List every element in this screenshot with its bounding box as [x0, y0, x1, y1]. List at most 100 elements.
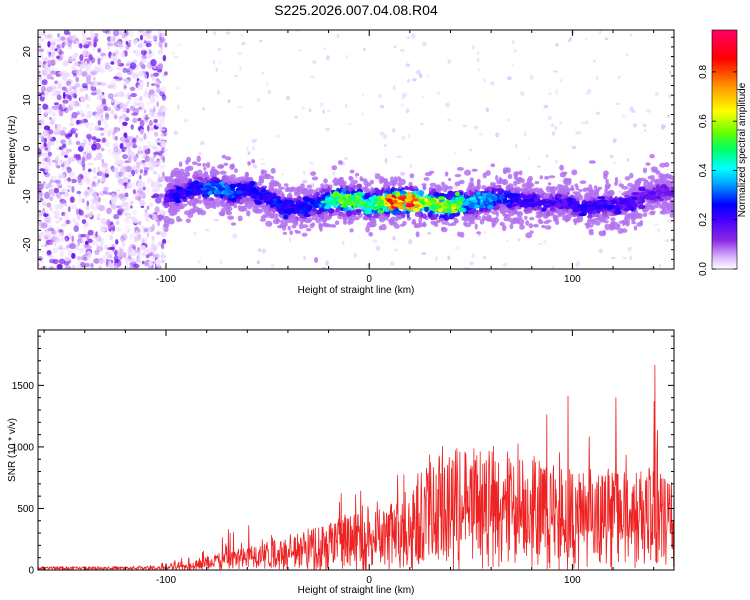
noise-blob — [139, 128, 144, 135]
noise-blob — [58, 244, 63, 250]
ridge-blob — [201, 173, 208, 178]
noise-blob — [77, 213, 81, 221]
noise-speckle — [669, 70, 672, 74]
ridge-blob — [642, 212, 648, 217]
noise-blob — [114, 51, 119, 57]
noise-blob — [140, 64, 146, 70]
ridge-core-blob — [412, 207, 420, 213]
noise-blob — [144, 209, 148, 213]
noise-blob — [56, 263, 63, 269]
ridge-blob — [338, 176, 343, 183]
ridge-core-blob — [458, 196, 464, 202]
noise-speckle — [447, 59, 451, 64]
noise-blob — [141, 58, 147, 64]
ridge-core-blob — [176, 186, 183, 190]
noise-blob — [113, 265, 118, 269]
ridge-blob — [237, 215, 243, 222]
ridge-blob — [563, 184, 569, 188]
ridge-blob — [548, 175, 556, 179]
noise-blob — [64, 154, 68, 158]
noise-blob — [109, 211, 113, 216]
ridge-core-blob — [334, 203, 340, 207]
noise-blob — [150, 165, 154, 172]
noise-blob — [66, 219, 70, 225]
noise-blob — [38, 256, 43, 261]
noise-speckle — [507, 118, 511, 122]
ridge-blob — [651, 169, 659, 173]
ridge-blob — [649, 175, 655, 179]
noise-speckle — [576, 260, 580, 266]
noise-blob — [122, 146, 128, 150]
noise-blob — [112, 133, 116, 140]
ridge-blob — [345, 210, 351, 216]
noise-blob — [161, 116, 167, 120]
noise-blob — [67, 185, 72, 189]
ridge-blob — [282, 225, 287, 231]
ridge-blob — [382, 183, 389, 189]
ridge-blob — [409, 173, 415, 179]
noise-blob — [74, 62, 79, 66]
noise-blob — [108, 51, 112, 59]
ridge-blob — [289, 230, 294, 235]
noise-blob — [44, 93, 49, 99]
noise-blob — [78, 43, 83, 49]
noise-blob — [91, 200, 99, 204]
noise-speckle — [421, 95, 425, 99]
noise-speckle — [252, 139, 256, 143]
noise-speckle — [622, 257, 627, 259]
ridge-blob — [457, 231, 462, 237]
noise-speckle — [405, 63, 410, 67]
noise-blob — [41, 222, 48, 229]
noise-blob — [44, 236, 48, 240]
ridge-blob — [659, 162, 666, 168]
ridge-blob — [177, 218, 183, 222]
noise-blob — [55, 179, 61, 184]
noise-blob — [130, 124, 134, 130]
ridge-blob — [413, 185, 418, 190]
noise-blob — [63, 191, 70, 197]
noise-blob — [77, 145, 84, 152]
noise-speckle — [406, 36, 410, 39]
noise-blob — [41, 265, 45, 269]
ridge-blob — [393, 223, 400, 229]
noise-speckle — [325, 260, 329, 266]
noise-blob — [41, 79, 48, 86]
noise-speckle — [585, 37, 588, 41]
noise-blob — [46, 146, 51, 153]
noise-blob — [146, 205, 150, 210]
ridge-core-blob — [223, 190, 229, 196]
noise-speckle — [511, 39, 515, 44]
ridge-core-blob — [278, 200, 284, 204]
noise-speckle — [213, 219, 219, 222]
ridge-blob — [441, 226, 446, 231]
noise-blob — [148, 127, 155, 131]
ridge-core-blob — [522, 199, 530, 203]
ridge-blob — [570, 195, 576, 198]
ridge-blob — [248, 177, 252, 181]
noise-blob — [115, 171, 122, 179]
ridge-core-blob — [504, 199, 511, 203]
ridge-blob — [645, 162, 651, 166]
ridge-blob — [541, 224, 546, 229]
ridge-blob — [406, 187, 413, 191]
ridge-core-blob — [266, 201, 272, 205]
noise-blob — [38, 107, 42, 115]
noise-blob — [56, 55, 61, 60]
ridge-core-blob — [392, 203, 400, 207]
noise-speckle — [401, 95, 405, 100]
noise-blob — [119, 168, 125, 173]
noise-blob — [104, 244, 108, 250]
ridge-core-blob — [618, 197, 623, 201]
noise-blob — [64, 165, 69, 170]
noise-blob — [49, 259, 56, 264]
ridge-blob — [427, 212, 433, 218]
noise-blob — [95, 89, 102, 95]
ridge-blob — [561, 171, 568, 175]
noise-speckle — [240, 34, 244, 37]
noise-blob — [155, 160, 162, 164]
ridge-blob — [283, 183, 289, 187]
ridge-blob — [533, 223, 539, 228]
noise-speckle — [332, 171, 336, 176]
noise-blob — [97, 63, 104, 71]
ridge-blob — [342, 212, 347, 218]
